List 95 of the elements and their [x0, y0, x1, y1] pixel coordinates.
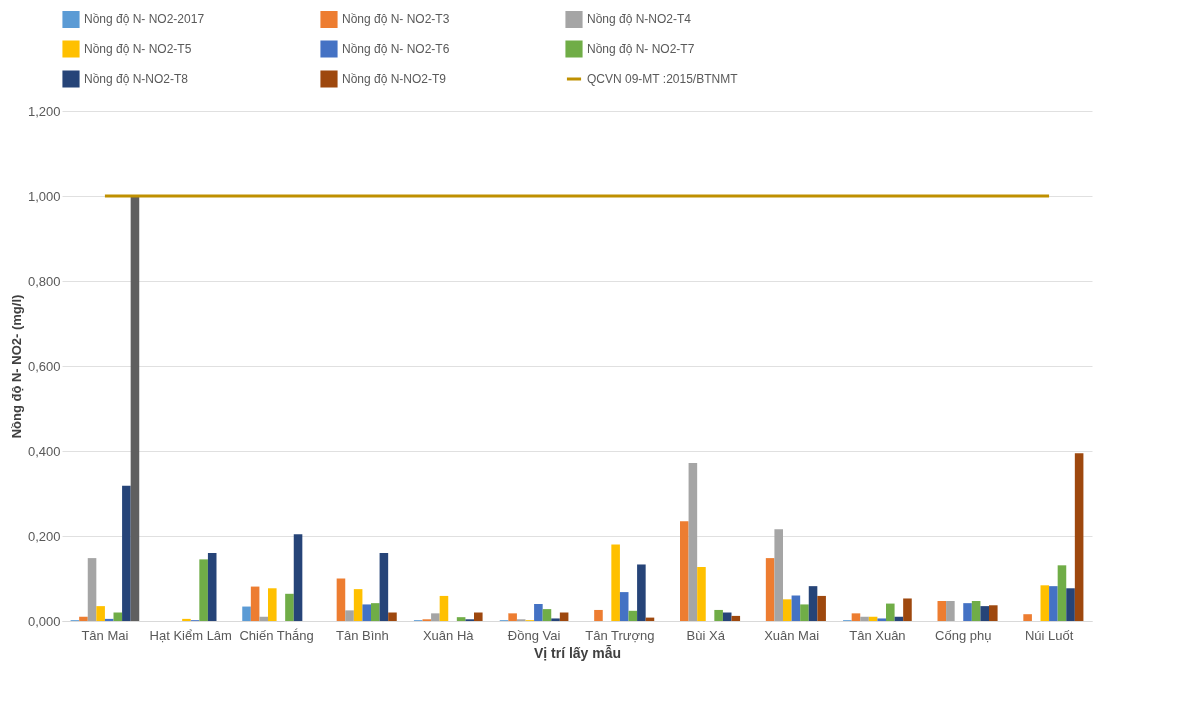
- y-tick-label: 1,200: [27, 103, 61, 119]
- bar: [860, 616, 869, 621]
- bar: [971, 601, 981, 621]
- bar: [474, 612, 483, 621]
- bar: [817, 595, 826, 621]
- bar: [946, 601, 955, 621]
- bar: [379, 553, 389, 621]
- bar: [774, 529, 783, 621]
- x-tick-label: Núi Luốt: [1024, 627, 1074, 643]
- bar: [542, 609, 552, 621]
- bar: [800, 604, 809, 621]
- bar: [182, 618, 191, 621]
- x-tick-label: Tân Trượng: [585, 627, 655, 643]
- y-tick-label: 1,000: [27, 188, 61, 204]
- bar: [1049, 586, 1058, 621]
- bar: [534, 604, 543, 621]
- bar: [714, 609, 723, 621]
- y-tick-label: 0,200: [27, 528, 61, 544]
- x-tick-label: Xuân Mai: [764, 627, 820, 643]
- bar: [259, 616, 268, 621]
- bar: [362, 604, 371, 621]
- bar: [619, 592, 629, 621]
- bar: [130, 196, 140, 621]
- bar: [851, 613, 861, 621]
- x-tick-label: Bùi Xá: [686, 627, 726, 643]
- bar: [628, 610, 638, 621]
- bar: [688, 462, 698, 621]
- bar: [353, 589, 363, 621]
- x-tick-label: Hạt Kiểm Lâm: [149, 627, 232, 643]
- bar: [388, 612, 397, 621]
- bar: [1074, 453, 1084, 621]
- legend-label: Nồng độ N-NO2-T8: [84, 72, 189, 86]
- y-tick-label: 0,400: [27, 443, 61, 459]
- bar: [431, 613, 440, 621]
- bar: [336, 578, 346, 621]
- bar: [783, 599, 792, 621]
- bar: [1040, 585, 1050, 621]
- bar: [87, 558, 97, 621]
- bar: [989, 605, 998, 621]
- y-tick-label: 0,000: [27, 613, 61, 629]
- bar: [877, 618, 886, 621]
- bar: [242, 606, 251, 621]
- bar: [1023, 614, 1032, 621]
- bar: [963, 603, 972, 621]
- bar: [697, 567, 706, 621]
- bar: [345, 610, 354, 621]
- x-tick-label: Đồng Vai: [507, 627, 561, 643]
- bar: [886, 603, 895, 621]
- bar: [268, 588, 277, 621]
- bar: [937, 601, 947, 621]
- bar: [293, 534, 303, 621]
- bar: [104, 618, 114, 621]
- bar: [1057, 565, 1067, 621]
- bar: [722, 612, 732, 621]
- legend-label: Nồng độ N- NO2-T6: [342, 42, 450, 56]
- bar: [96, 606, 105, 621]
- legend-label: Nồng độ N- NO2-T5: [84, 42, 192, 56]
- bar: [122, 485, 131, 621]
- bar: [594, 609, 603, 621]
- bar: [903, 598, 912, 621]
- legend-label: Nồng độ N-NO2-T4: [587, 12, 692, 27]
- legend-label: Nồng độ N- NO2-T7: [587, 42, 695, 56]
- bar: [199, 559, 208, 621]
- bar: [207, 553, 217, 621]
- legend-label: QCVN 09-MT :2015/BTNMT: [587, 72, 739, 86]
- x-tick-label: Tân Xuân: [849, 627, 906, 643]
- x-tick-label: Tân Bình: [336, 627, 389, 643]
- bar: [765, 558, 775, 621]
- bar: [285, 593, 294, 621]
- bar: [680, 521, 689, 621]
- x-axis-title: Vị trí lấy mẫu: [533, 644, 622, 661]
- bar: [79, 616, 88, 621]
- x-tick-label: Chiến Thắng: [239, 627, 314, 643]
- bar: [808, 586, 818, 621]
- x-tick-label: Cống phụ: [935, 627, 992, 643]
- bar: [637, 564, 646, 621]
- legend-label: Nồng độ N-NO2-T9: [342, 72, 447, 86]
- y-tick-label: 0,600: [27, 358, 61, 374]
- bar: [371, 603, 380, 621]
- y-axis-title: Nồng độ N- NO2- (mg/l): [8, 294, 24, 439]
- legend-label: Nồng độ N- NO2-2017: [84, 12, 205, 27]
- bar: [791, 595, 801, 621]
- bar: [551, 618, 560, 621]
- bar: [250, 586, 260, 621]
- legend-label: Nồng độ N- NO2-T3: [342, 12, 450, 27]
- bar: [980, 606, 989, 621]
- bar: [611, 544, 620, 621]
- x-tick-label: Tân Mai: [81, 627, 129, 643]
- y-tick-label: 0,800: [27, 273, 61, 289]
- x-tick-label: Xuân Hà: [422, 627, 475, 643]
- bar: [439, 595, 449, 621]
- bar: [731, 615, 741, 621]
- bar: [456, 617, 466, 621]
- bar: [1066, 588, 1075, 621]
- bar: [508, 613, 517, 621]
